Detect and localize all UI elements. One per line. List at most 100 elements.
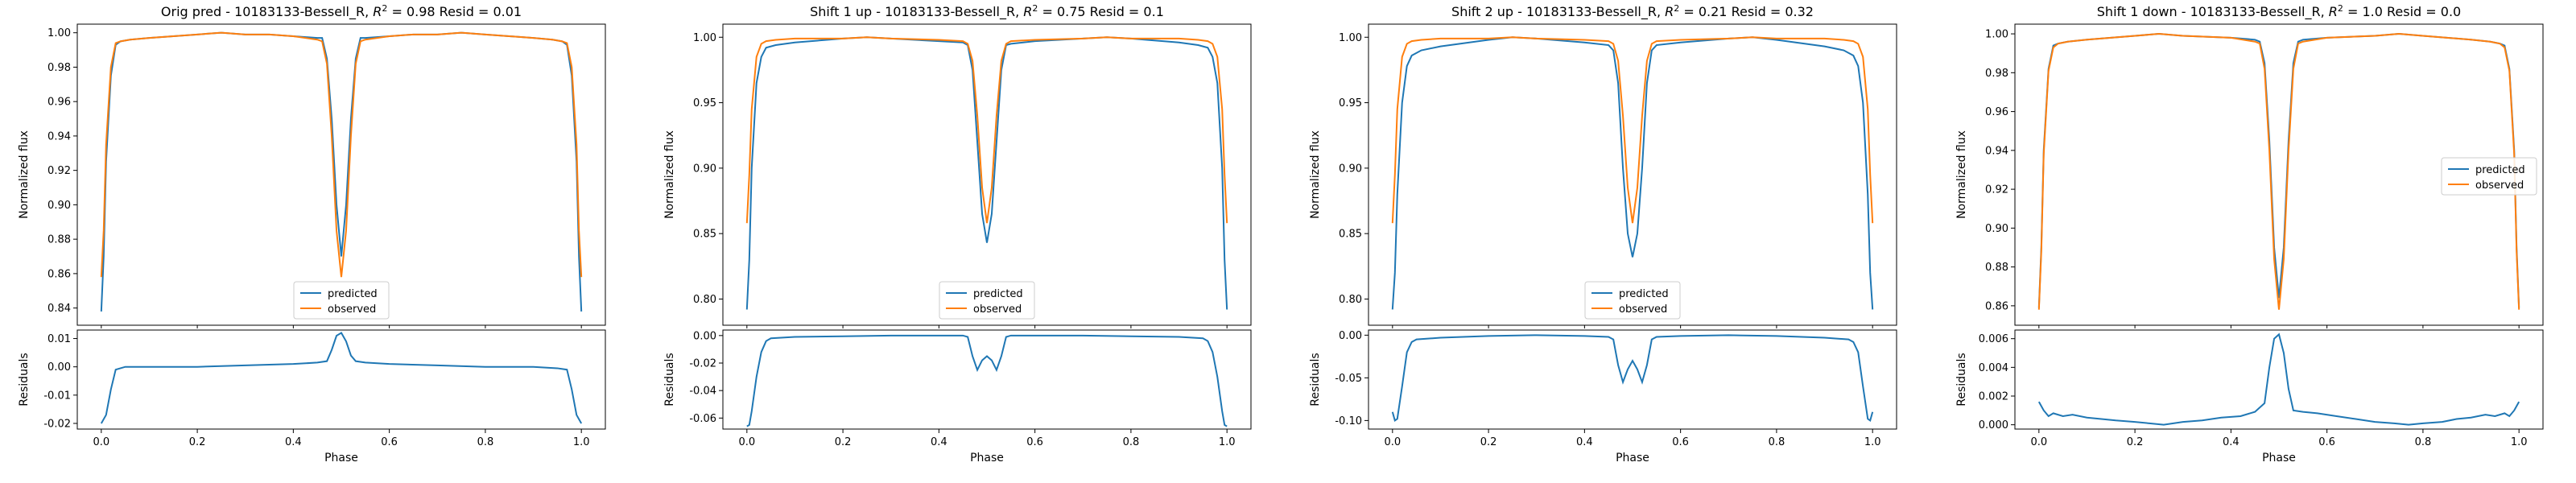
main-ytick-label: 0.94	[47, 130, 71, 142]
series-line-predicted	[745, 36, 1228, 310]
main-ytick-label: 0.95	[1339, 97, 1362, 109]
main-ytick-label: 0.92	[47, 165, 71, 177]
resid-y-axis-label: Residuals	[1955, 353, 1968, 406]
legend-box	[939, 281, 1035, 320]
legend: predicted observed	[293, 281, 390, 320]
residual-line	[746, 334, 1228, 427]
legend-box	[293, 281, 390, 320]
xtick-label: 0.4	[2223, 436, 2240, 448]
resid-ytick-label: 0.006	[1979, 333, 2008, 345]
legend-label-observed: observed	[1619, 303, 1667, 316]
title-base: Orig pred - 10183133-Bessell_R,	[161, 4, 373, 20]
title-r-superscript: 2	[1032, 3, 1038, 14]
title-r-symbol: R	[2329, 4, 2338, 19]
resid-ytick-label: 0.00	[1339, 330, 1362, 342]
xtick-label: 0.4	[1576, 436, 1593, 448]
title-r-symbol: R	[373, 4, 382, 19]
xtick-label: 0.8	[1769, 436, 1785, 448]
resid-ytick-label: -0.02	[43, 418, 71, 430]
xtick-label: 0.8	[477, 436, 494, 448]
xtick-label: 0.8	[2415, 436, 2432, 448]
title-base: Shift 2 up - 10183133-Bessell_R,	[1451, 4, 1665, 20]
main-ytick-label: 0.88	[47, 234, 71, 246]
title-resid-value: 0.1	[1143, 4, 1163, 19]
title-resid-label: Resid =	[1086, 4, 1144, 19]
xtick-label: 0.6	[1026, 436, 1043, 448]
resid-axes-frame	[76, 329, 606, 430]
series-line-observed	[1391, 36, 1874, 224]
main-ytick-label: 0.94	[1985, 145, 2008, 157]
resid-axes-frame	[722, 329, 1252, 430]
legend: predicted observed	[1584, 281, 1681, 320]
main-plot-lines	[1391, 36, 1874, 310]
resid-plot-lines	[746, 334, 1228, 427]
xtick-label: 0.4	[931, 436, 947, 448]
main-ytick-label: 1.00	[1339, 32, 1362, 44]
resid-plot-lines	[2037, 332, 2520, 426]
title-equals: =	[387, 4, 407, 19]
main-ytick-label: 0.95	[693, 97, 716, 109]
title-r2-value: 0.98	[407, 4, 436, 19]
resid-ytick-label: 0.01	[47, 333, 71, 345]
main-ytick-label: 0.90	[47, 200, 71, 212]
title-r-superscript: 2	[382, 3, 387, 14]
main-ytick-label: 0.96	[1985, 106, 2008, 118]
chart-panel-2: Shift 1 up - 10183133-Bessell_R, R2 = 0.…	[663, 3, 1252, 464]
main-ytick-label: 0.80	[693, 294, 716, 306]
series-line-predicted	[1391, 36, 1874, 310]
title-r2-value: 1.0	[2362, 4, 2382, 19]
title-resid-label: Resid =	[2383, 4, 2441, 19]
title-r-superscript: 2	[2338, 3, 2343, 14]
legend-box	[1584, 281, 1681, 320]
main-ytick-label: 0.90	[693, 163, 716, 175]
main-plot-lines	[2037, 33, 2520, 310]
main-ytick-label: 0.92	[1985, 184, 2008, 196]
title-resid-label: Resid =	[436, 4, 493, 19]
series-line-observed	[100, 31, 583, 278]
main-ytick-label: 0.80	[1339, 294, 1362, 306]
x-axis-label: Phase	[1616, 452, 1649, 464]
chart-title: Shift 1 up - 10183133-Bessell_R, R2 = 0.…	[810, 3, 1164, 20]
legend-label-predicted: predicted	[1619, 288, 1669, 300]
y-axis-label: Normalized flux	[1309, 130, 1322, 219]
legend-label-observed: observed	[2475, 180, 2524, 192]
xtick-label: 0.6	[1672, 436, 1689, 448]
series-line-observed	[2037, 33, 2520, 310]
x-axis-label: Phase	[2262, 452, 2296, 464]
resid-y-axis-label: Residuals	[1309, 353, 1322, 406]
main-axes-frame	[1368, 23, 1897, 326]
main-plot-lines	[100, 31, 583, 312]
title-resid-label: Resid =	[1727, 4, 1785, 19]
main-axes-frame	[2014, 23, 2544, 326]
xtick-label: 1.0	[573, 436, 590, 448]
title-r2-value: 0.21	[1699, 4, 1728, 19]
resid-ytick-label: -0.02	[689, 358, 716, 370]
main-ytick-label: 0.90	[1339, 163, 1362, 175]
chart-title: Shift 1 down - 10183133-Bessell_R, R2 = …	[2097, 3, 2461, 20]
title-r-symbol: R	[1665, 4, 1674, 19]
main-ytick-label: 1.00	[47, 27, 71, 39]
resid-plot-lines	[1391, 334, 1874, 423]
xtick-label: 0.0	[1384, 436, 1401, 448]
title-resid-value: 0.01	[493, 4, 522, 19]
main-ytick-label: 1.00	[1985, 29, 2008, 41]
title-r-symbol: R	[1023, 4, 1032, 19]
main-ytick-label: 0.98	[1985, 68, 2008, 80]
title-base: Shift 1 up - 10183133-Bessell_R,	[810, 4, 1023, 20]
main-ytick-label: 0.85	[1339, 229, 1362, 241]
main-ytick-label: 0.90	[1985, 223, 2008, 235]
legend: predicted observed	[2441, 157, 2537, 196]
resid-ytick-label: -0.06	[689, 413, 716, 425]
resid-y-axis-label: Residuals	[18, 353, 31, 406]
legend-box	[2441, 157, 2537, 196]
main-ytick-label: 0.86	[47, 268, 71, 280]
xtick-label: 0.2	[2127, 436, 2144, 448]
resid-plot-lines	[100, 332, 583, 424]
xtick-label: 0.0	[93, 436, 109, 448]
resid-axes-frame	[1368, 329, 1897, 430]
xtick-label: 0.6	[381, 436, 398, 448]
xtick-label: 0.4	[285, 436, 302, 448]
main-ytick-label: 0.85	[693, 229, 716, 241]
resid-ytick-label: 0.00	[47, 361, 71, 374]
